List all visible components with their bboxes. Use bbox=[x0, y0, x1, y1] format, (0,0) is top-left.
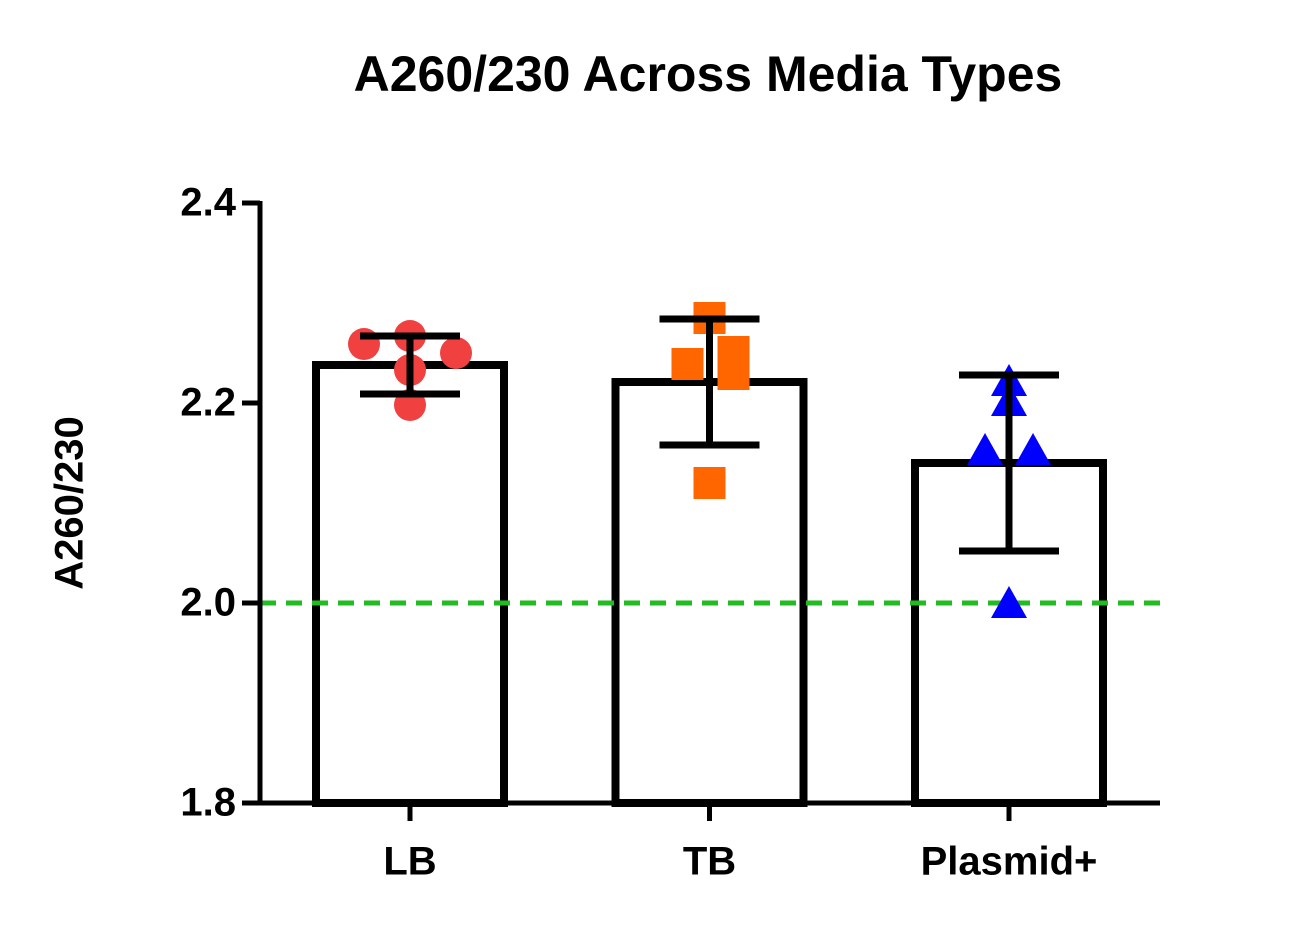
data-point bbox=[967, 433, 1003, 465]
data-point bbox=[671, 348, 704, 380]
x-tick-label: LB bbox=[383, 840, 436, 884]
chart-title: A260/230 Across Media Types bbox=[354, 46, 1063, 102]
y-axis-label: A260/230 bbox=[48, 416, 92, 589]
x-tick-label: TB bbox=[683, 840, 736, 884]
x-tick-label: Plasmid+ bbox=[921, 840, 1098, 884]
data-point bbox=[717, 358, 750, 390]
y-tick-label: 2.0 bbox=[180, 581, 236, 625]
y-tick-label: 2.4 bbox=[180, 181, 236, 225]
bar bbox=[312, 361, 508, 807]
data-point bbox=[693, 467, 726, 499]
bar bbox=[611, 378, 808, 807]
data-point bbox=[991, 586, 1027, 618]
y-tick-label: 2.2 bbox=[180, 381, 236, 425]
y-tick-label: 1.8 bbox=[180, 781, 236, 825]
data-point bbox=[1015, 433, 1051, 465]
data-point bbox=[440, 337, 472, 369]
